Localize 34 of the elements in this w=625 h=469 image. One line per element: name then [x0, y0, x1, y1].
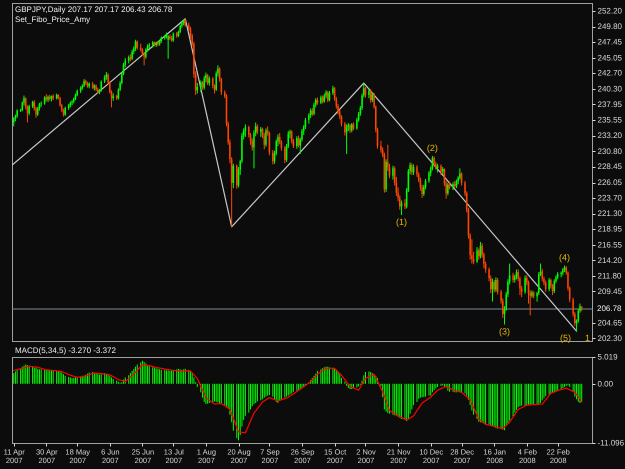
y-tick-label: 5.019	[598, 352, 618, 362]
y-tick-label: 214.20	[598, 256, 623, 265]
annotation: (1)	[396, 216, 408, 227]
y-tick-label: 237.95	[598, 100, 623, 109]
y-tick-label: 218.95	[598, 224, 623, 234]
y-tick-label: 226.05	[598, 178, 623, 187]
y-tick-label: 221.30	[598, 209, 623, 218]
y-tick-label: 230.80	[598, 146, 623, 156]
y-tick-label: 216.55	[598, 240, 623, 250]
y-tick-label: 249.80	[598, 22, 623, 32]
y-tick-label: 240.30	[598, 84, 623, 94]
y-tick-label: 0.00	[598, 379, 614, 388]
text: Set_Fibo_Price_Amy	[15, 15, 90, 24]
y-tick-label: 235.55	[598, 116, 623, 125]
y-tick-label: 228.45	[598, 162, 623, 172]
chart-title: MACD(5,34,5) -3.270 -3.372	[15, 346, 116, 355]
y-tick-label: 209.45	[598, 286, 623, 296]
annotation: (3)	[498, 326, 510, 337]
ref-line-label: 206.78	[597, 304, 622, 313]
y-tick-label: -11.096	[598, 438, 625, 448]
y-tick-label: 247.45	[598, 38, 623, 47]
annotation: (4)	[559, 252, 570, 263]
y-tick-label: 202.30	[598, 334, 623, 343]
chart-title: GBPJPY,Daily 207.17 207.17 206.43 206.78	[15, 5, 173, 14]
annotation: (5)	[560, 333, 572, 344]
y-tick-label: 245.05	[598, 53, 623, 62]
y-tick-label: 211.80	[598, 272, 622, 281]
y-tick-label: 223.70	[598, 193, 623, 202]
y-tick-label: 242.70	[598, 68, 623, 78]
y-tick-label: 204.65	[598, 318, 623, 328]
y-tick-label: 233.20	[598, 131, 623, 140]
annotation: (2)	[426, 142, 438, 153]
annotation: 1	[585, 333, 590, 344]
y-tick-label: 252.20	[598, 6, 623, 16]
